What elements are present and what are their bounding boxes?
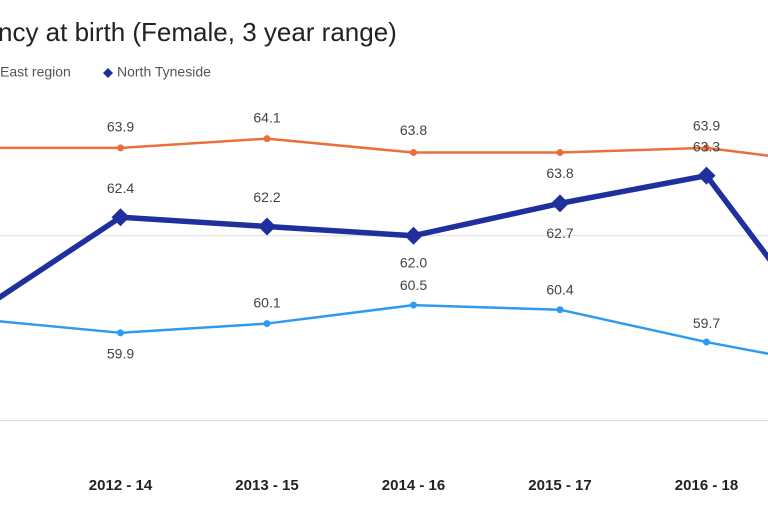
value-label: 62.7 [546, 225, 573, 241]
series-line [0, 172, 768, 301]
point [410, 149, 417, 157]
value-label: 60.4 [546, 281, 573, 297]
value-label: 59.7 [693, 315, 720, 331]
legend-label: North Tyneside [117, 64, 211, 80]
value-label: 63.8 [546, 165, 573, 181]
point [697, 166, 716, 185]
x-tick-label: 2012 - 14 [89, 477, 153, 494]
point [556, 306, 564, 314]
x-tick-label: 2014 - 16 [382, 477, 445, 494]
value-label: 62.4 [107, 180, 134, 196]
value-label: 64.1 [253, 109, 280, 125]
x-tick-label: 2013 - 15 [235, 477, 298, 494]
legend-marker [103, 68, 113, 78]
point [117, 144, 124, 152]
value-label: 62.0 [400, 254, 427, 270]
point [404, 226, 423, 245]
point [556, 149, 564, 157]
chart-title: ncy at birth (Female, 3 year range) [0, 17, 397, 47]
point [551, 194, 569, 213]
value-label: 60.1 [253, 294, 280, 310]
point [263, 135, 271, 143]
x-tick-label: 2016 - 18 [675, 477, 738, 494]
point [703, 144, 710, 152]
point [117, 329, 124, 337]
point [410, 301, 417, 309]
point [703, 338, 710, 346]
x-tick-label: 2015 - 17 [528, 477, 591, 494]
value-label: 62.2 [253, 189, 280, 205]
legend-label: East region [0, 64, 71, 80]
value-label: 63.9 [693, 118, 720, 134]
value-label: 63.9 [107, 119, 134, 135]
point [111, 208, 130, 227]
point [258, 217, 276, 236]
point [263, 320, 271, 328]
value-label: 60.5 [400, 277, 427, 293]
value-label: 63.8 [400, 122, 427, 138]
value-label: 59.9 [107, 346, 134, 362]
series-line [0, 137, 768, 157]
value-label: 63.3 [693, 138, 720, 154]
